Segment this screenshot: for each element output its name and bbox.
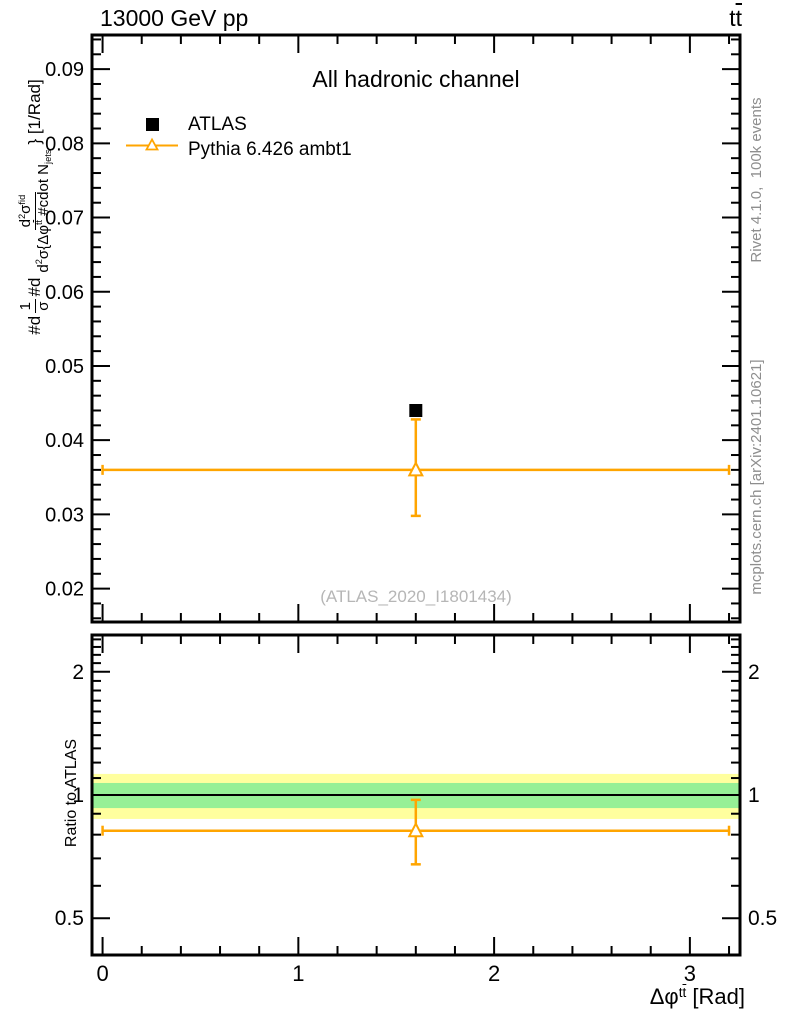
y-tick-label: 0.03 — [45, 504, 84, 526]
open-triangle-line-icon — [126, 137, 178, 151]
pythia-data-marker — [407, 821, 424, 838]
x-tick-label: 1 — [292, 961, 304, 986]
y-tick-label: 1 — [72, 784, 84, 807]
y-tick-label: 0.02 — [45, 579, 84, 601]
y-tick-label-right: 0.5 — [748, 907, 777, 930]
process-title: tt — [729, 5, 742, 31]
ytitle-mid: #d — [25, 277, 44, 297]
x-axis-title: Δφtt [Rad] — [649, 984, 745, 1009]
x-tick-label: 3 — [684, 961, 696, 986]
x-tick-label: 2 — [488, 961, 500, 986]
legend-label-pythia: Pythia 6.426 ambt1 — [188, 138, 352, 160]
y-tick-label: 0.05 — [45, 356, 84, 378]
legend-item-atlas: ATLAS — [124, 112, 247, 137]
atlas-marker-box — [124, 117, 180, 133]
filled-square-icon — [145, 118, 159, 131]
analysis-watermark: (ATLAS_2020_I1801434) — [320, 587, 512, 606]
channel-annotation: All hadronic channel — [312, 66, 520, 92]
y-tick-label: 0.06 — [45, 282, 84, 304]
y-tick-label-right: 1 — [748, 784, 760, 807]
ytitle-fraction-1: 1 σ — [17, 298, 52, 314]
x-tick-label: 0 — [96, 961, 108, 986]
y-tick-label: 0.08 — [45, 133, 84, 155]
atlas-data-marker — [409, 404, 423, 418]
legend-label-atlas: ATLAS — [188, 113, 247, 135]
pythia-data-marker — [407, 460, 424, 477]
y-tick-label: 0.07 — [45, 208, 84, 230]
ytitle-fraction-2: d2σfid d2σ{Δφtt #cdot Njets — [16, 149, 54, 273]
legend-item-pythia: Pythia 6.426 ambt1 — [124, 137, 352, 162]
y-tick-label: 0.09 — [45, 59, 84, 81]
y-tick-label-right: 2 — [748, 661, 760, 684]
ratio-axis-title: Ratio to ATLAS — [63, 738, 80, 848]
mcplots-reference-text: mcplots.cern.ch [arXiv:2401.10621] — [748, 359, 765, 595]
y-tick-label: 2 — [72, 661, 84, 684]
y-axis-title: #d 1 σ #d d2σfid d2σ{Δφtt #cdot Njets } … — [3, 14, 67, 400]
y-tick-label: 0.5 — [55, 907, 84, 930]
pythia-marker-box — [124, 137, 180, 158]
ytitle-suffix: } [1/Rad] — [25, 79, 44, 145]
beam-energy-title: 13000 GeV pp — [100, 5, 249, 31]
rivet-version-text: Rivet 4.1.0, 100k events — [748, 97, 765, 263]
ytitle-prefix: #d — [25, 315, 44, 335]
y-tick-label: 0.04 — [45, 430, 84, 452]
